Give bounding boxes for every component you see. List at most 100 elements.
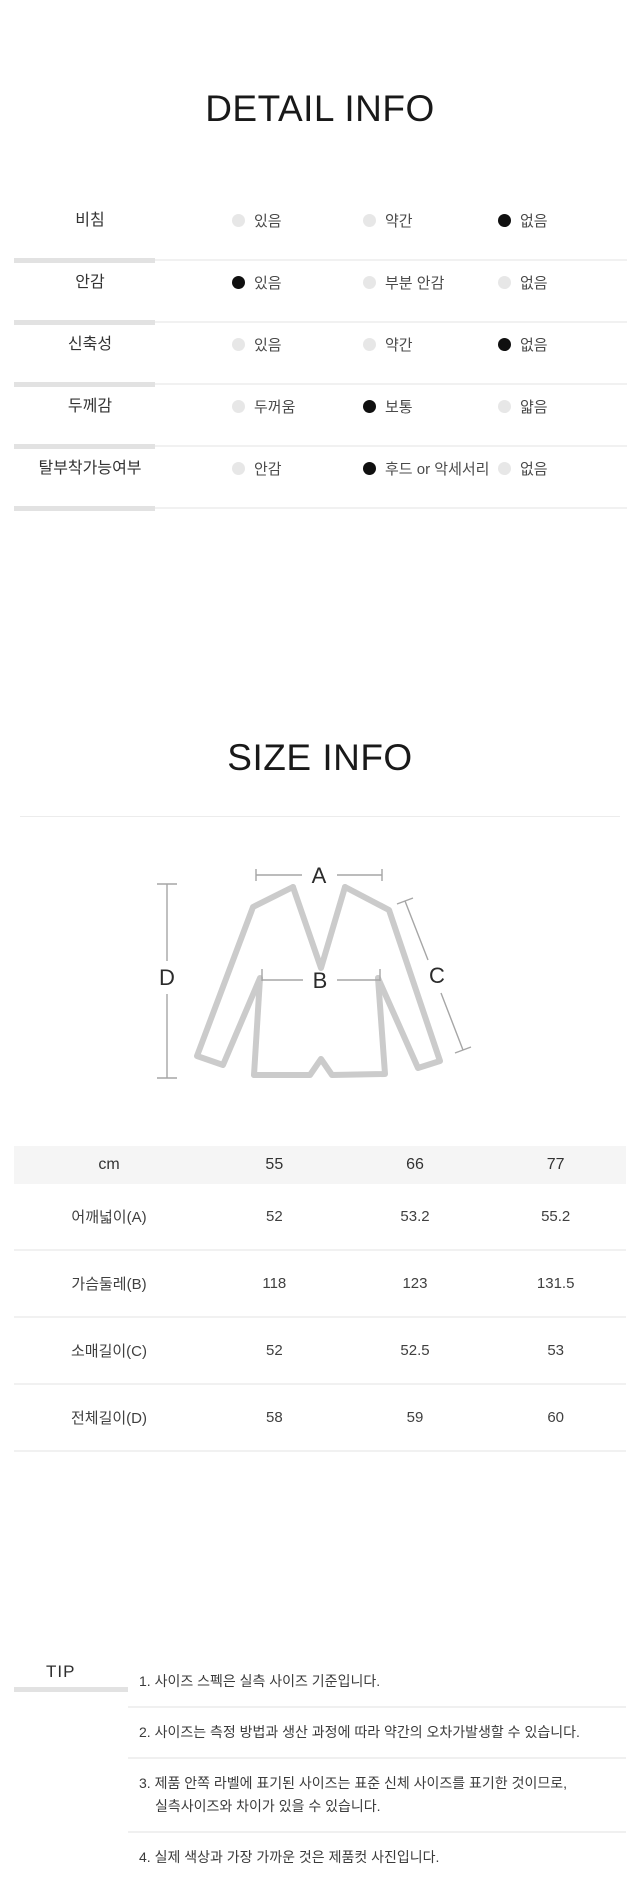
row-value: 59 [406, 1408, 424, 1426]
tip-item-text: 1. 사이즈 스펙은 실측 사이즈 기준입니다. [139, 1672, 381, 1689]
detail-info-table: 비침 있음 약간 없음 안감 있음 부분 안감 없음 신축성 [0, 201, 640, 511]
row-value: 53.2 [400, 1207, 430, 1225]
tip-item-text: 2. 사이즈는 측정 방법과 생산 과정에 따라 약간의 오차가발생할 수 있습… [139, 1723, 580, 1740]
detail-option: 있음 [232, 263, 282, 303]
measure-label-b: B [313, 968, 328, 993]
measure-label-c: C [429, 963, 445, 988]
label-underline [14, 443, 155, 449]
option-label: 두꺼움 [254, 399, 296, 417]
detail-row-elasticity: 신축성 있음 약간 없음 [0, 325, 640, 387]
option-dot-icon [498, 462, 511, 476]
option-dot-icon [232, 462, 245, 476]
option-dot-icon [363, 400, 376, 414]
option-dot-icon [232, 214, 245, 228]
tip-section: TIP 1. 사이즈 스펙은 실측 사이즈 기준입니다. 2. 사이즈는 측정 … [14, 1657, 626, 1882]
tip-label-underline [14, 1686, 128, 1692]
row-value: 123 [402, 1274, 428, 1292]
tip-label: TIP [46, 1661, 76, 1681]
row-label: 소매길이(C) [70, 1342, 148, 1360]
detail-option: 부분 안감 [363, 263, 444, 303]
option-dot-icon [363, 338, 376, 352]
section-divider [20, 815, 620, 817]
option-label: 있음 [254, 213, 282, 231]
measure-label-d: D [159, 965, 175, 990]
size-table: cm 55 66 77 어깨넓이(A) 52 53.2 55.2 가슴둘레(B)… [14, 1145, 626, 1452]
row-value: 58 [265, 1408, 283, 1426]
row-value: 52 [265, 1341, 283, 1359]
detail-row-sheerness: 비침 있음 약간 없음 [0, 201, 640, 263]
table-row-total-length: 전체길이(D) 58 59 60 [14, 1385, 626, 1452]
detail-row-thickness: 두께감 두꺼움 보통 얇음 [0, 387, 640, 449]
option-dot-icon [363, 276, 376, 290]
option-label: 얇음 [520, 399, 548, 417]
detail-option: 있음 [232, 325, 282, 365]
option-label: 부분 안감 [385, 275, 445, 293]
detail-option: 얇음 [498, 387, 548, 427]
row-value: 131.5 [536, 1274, 575, 1292]
detail-info-title: DETAIL INFO [205, 87, 435, 129]
detail-row-label: 신축성 [67, 335, 113, 353]
detail-option: 약간 [363, 201, 413, 241]
option-label: 없음 [520, 275, 548, 293]
detail-row-label: 두께감 [67, 397, 113, 415]
tip-item-text: 3. 제품 안쪽 라벨에 표기된 사이즈는 표준 신체 사이즈를 표기한 것이므… [139, 1774, 567, 1814]
option-dot-icon [498, 276, 511, 290]
detail-row-label: 비침 [75, 211, 105, 229]
row-label: 어깨넓이(A) [71, 1208, 147, 1226]
option-dot-icon [498, 400, 511, 414]
detail-option: 안감 [232, 449, 282, 489]
measure-lines [157, 868, 472, 1079]
option-dot-icon [232, 276, 245, 290]
row-value: 55.2 [541, 1207, 571, 1225]
row-value: 52 [265, 1207, 283, 1225]
detail-row-label: 탈부착가능여부 [38, 459, 142, 477]
tip-item: 1. 사이즈 스펙은 실측 사이즈 기준입니다. [128, 1657, 626, 1708]
row-value: 52.5 [400, 1341, 430, 1359]
option-label: 없음 [520, 461, 548, 479]
option-label: 약간 [385, 337, 413, 355]
row-label: 전체길이(D) [70, 1409, 148, 1427]
option-dot-icon [498, 214, 511, 228]
tip-item: 2. 사이즈는 측정 방법과 생산 과정에 따라 약간의 오차가발생할 수 있습… [128, 1708, 626, 1759]
option-label: 있음 [254, 275, 282, 293]
detail-option: 후드 or 악세서리 [363, 449, 489, 489]
detail-row-label: 안감 [75, 273, 105, 291]
label-underline [14, 505, 155, 511]
size-table-header: cm 55 66 77 [14, 1145, 626, 1184]
detail-option: 없음 [498, 201, 548, 241]
option-label: 안감 [254, 461, 282, 479]
option-label: 약간 [385, 213, 413, 231]
header-cell-unit: cm [98, 1155, 120, 1173]
option-dot-icon [232, 338, 245, 352]
tip-item-text: 4. 실제 색상과 가장 가까운 것은 제품컷 사진입니다. [139, 1848, 440, 1865]
garment-measurement-diagram: A B C D [157, 863, 472, 1079]
detail-row-lining: 안감 있음 부분 안감 없음 [0, 263, 640, 325]
option-label: 보통 [385, 399, 413, 417]
size-info-title: SIZE INFO [227, 736, 413, 778]
garment-outline [194, 883, 443, 1078]
row-value: 118 [262, 1274, 287, 1292]
table-row-shoulder: 어깨넓이(A) 52 53.2 55.2 [14, 1184, 626, 1251]
option-label: 있음 [254, 337, 282, 355]
label-underline [14, 381, 155, 387]
option-label: 후드 or 악세서리 [385, 461, 490, 479]
option-dot-icon [363, 462, 376, 476]
option-label: 없음 [520, 213, 548, 231]
detail-option: 없음 [498, 325, 548, 365]
option-label: 없음 [520, 337, 548, 355]
detail-option: 두꺼움 [232, 387, 295, 427]
label-underline [14, 257, 155, 263]
row-value: 53 [547, 1341, 564, 1359]
detail-row-detachable: 탈부착가능여부 안감 후드 or 악세서리 없음 [0, 449, 640, 511]
tip-item: 3. 제품 안쪽 라벨에 표기된 사이즈는 표준 신체 사이즈를 표기한 것이므… [128, 1759, 626, 1833]
row-label: 가슴둘레(B) [71, 1275, 147, 1293]
table-row-sleeve: 소매길이(C) 52 52.5 53 [14, 1318, 626, 1385]
detail-option: 없음 [498, 449, 548, 489]
tip-item: 4. 실제 색상과 가장 가까운 것은 제품컷 사진입니다. [128, 1833, 626, 1882]
measure-label-a: A [312, 863, 327, 888]
header-cell-size-77: 77 [546, 1155, 565, 1173]
detail-option: 있음 [232, 201, 282, 241]
header-cell-size-66: 66 [406, 1155, 424, 1173]
row-value: 60 [547, 1408, 564, 1426]
label-underline [14, 319, 155, 325]
